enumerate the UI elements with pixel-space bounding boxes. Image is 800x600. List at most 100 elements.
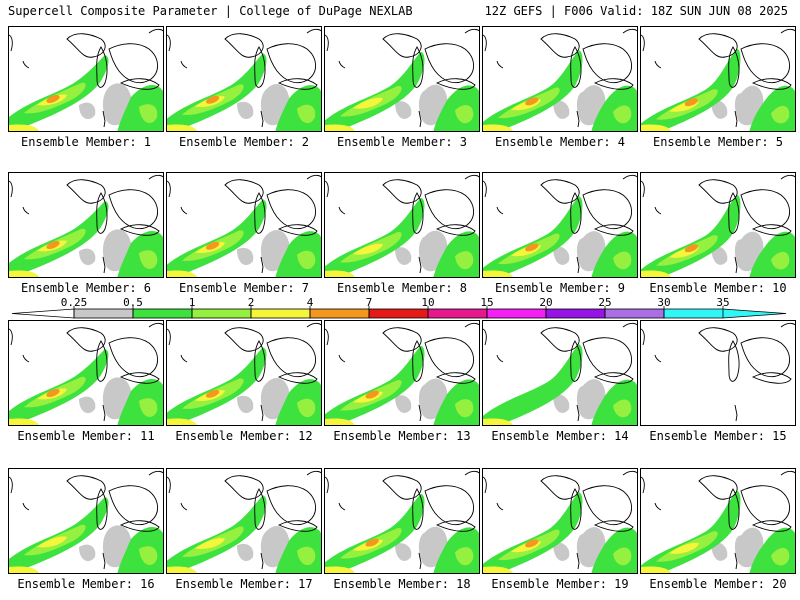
lake-fragment-outline bbox=[260, 404, 264, 422]
lake-erie-outline bbox=[593, 78, 634, 90]
ensemble-member-map bbox=[166, 26, 322, 132]
lake-erie-outline bbox=[277, 372, 318, 384]
lake-ontario-outline bbox=[622, 470, 637, 476]
lake-sakakawea-outline bbox=[180, 354, 188, 363]
lake-michigan-outline bbox=[570, 340, 582, 382]
colorbar-segment bbox=[132, 308, 193, 319]
lake-huron-outline bbox=[582, 337, 632, 378]
lake-winnipeg-outline bbox=[483, 34, 487, 52]
scp-lightgreen-area bbox=[771, 251, 790, 270]
scp-lightgreen-area bbox=[297, 398, 316, 418]
lake-sakakawea-outline bbox=[22, 206, 30, 215]
lake-michigan-outline bbox=[96, 46, 108, 88]
scp-yellow-area bbox=[669, 542, 699, 554]
colorbar-segment bbox=[191, 308, 252, 319]
lake-michigan-outline bbox=[254, 192, 266, 234]
lake-erie-outline bbox=[435, 224, 476, 236]
lake-ontario-outline bbox=[780, 470, 795, 476]
ensemble-member-label: Ensemble Member: 14 bbox=[491, 429, 629, 443]
scp-lightgreen-area bbox=[771, 547, 790, 566]
scp-gray-area bbox=[79, 248, 96, 266]
ensemble-member-map bbox=[8, 26, 164, 132]
lake-sakakawea-outline bbox=[180, 502, 188, 511]
scp-green-band bbox=[483, 50, 583, 131]
scp-lightgreen-area bbox=[455, 399, 474, 418]
ensemble-member-map bbox=[324, 320, 480, 426]
scp-yellow-area bbox=[9, 418, 39, 425]
lake-erie-outline bbox=[593, 224, 634, 236]
colorbar-segment bbox=[309, 308, 370, 319]
ensemble-member-label: Ensemble Member: 1 bbox=[20, 135, 152, 149]
lake-ontario-outline bbox=[780, 174, 795, 180]
scp-orange-area bbox=[46, 95, 60, 103]
lake-erie-outline bbox=[119, 224, 160, 236]
lake-michigan-outline bbox=[254, 46, 266, 88]
lake-fragment-outline bbox=[102, 256, 106, 274]
scp-orange-area bbox=[684, 244, 699, 253]
scp-yellow-area bbox=[641, 566, 671, 573]
scp-orange-area bbox=[365, 390, 379, 399]
lake-superior-outline bbox=[382, 179, 422, 204]
lake-sakakawea-outline bbox=[496, 60, 504, 69]
lake-sakakawea-outline bbox=[338, 502, 346, 511]
lake-sakakawea-outline bbox=[496, 206, 504, 215]
lake-fragment-outline bbox=[734, 552, 738, 570]
lake-huron-outline bbox=[424, 337, 474, 378]
lake-fragment-outline bbox=[102, 110, 106, 128]
scp-yellow-area bbox=[9, 270, 39, 277]
scp-lightgreen-area bbox=[613, 399, 632, 418]
lake-winnipeg-outline bbox=[641, 34, 645, 52]
colorbar-segment bbox=[73, 308, 134, 319]
lake-superior-outline bbox=[698, 179, 738, 204]
lake-ontario-outline bbox=[780, 28, 795, 34]
ensemble-member-map bbox=[640, 26, 796, 132]
lake-erie-outline bbox=[119, 520, 160, 532]
scp-green-band bbox=[483, 344, 583, 425]
lake-huron-outline bbox=[582, 485, 632, 526]
run-valid-time: 12Z GEFS | F006 Valid: 18Z SUN JUN 08 20… bbox=[484, 4, 788, 18]
lake-winnipeg-outline bbox=[641, 476, 645, 494]
scp-orange-area bbox=[684, 98, 699, 107]
scp-green-band bbox=[641, 194, 741, 277]
lake-huron-outline bbox=[582, 189, 632, 230]
ensemble-member-label: Ensemble Member: 8 bbox=[336, 281, 468, 295]
lake-fragment-outline bbox=[102, 552, 106, 570]
scp-orange-area bbox=[525, 539, 539, 548]
colorbar-tick-label: 20 bbox=[539, 296, 552, 309]
ensemble-member-label: Ensemble Member: 2 bbox=[178, 135, 310, 149]
lake-erie-outline bbox=[277, 520, 318, 532]
scp-yellow-area bbox=[483, 418, 513, 425]
lake-huron-outline bbox=[266, 43, 316, 84]
scp-lightgreen-area bbox=[613, 105, 632, 124]
lake-sakakawea-outline bbox=[22, 502, 30, 511]
lake-superior-outline bbox=[66, 179, 106, 204]
lake-sakakawea-outline bbox=[338, 206, 346, 215]
lake-fragment-outline bbox=[260, 110, 264, 128]
scp-gray-area bbox=[553, 100, 570, 119]
scp-green-band bbox=[167, 53, 267, 131]
scp-green-band bbox=[641, 490, 741, 573]
scp-lightgreen-area bbox=[455, 105, 474, 124]
lake-sakakawea-outline bbox=[654, 354, 662, 363]
scp-orange-area bbox=[525, 243, 539, 252]
lake-erie-outline bbox=[751, 520, 792, 532]
scp-lightgreen-area bbox=[139, 398, 158, 417]
lake-ontario-outline bbox=[306, 174, 321, 180]
scp-yellow-area bbox=[9, 566, 39, 573]
lake-winnipeg-outline bbox=[325, 476, 329, 494]
lake-fragment-outline bbox=[734, 110, 738, 128]
lake-winnipeg-outline bbox=[167, 180, 171, 198]
lake-fragment-outline bbox=[260, 552, 264, 570]
colorbar-tick-label: 10 bbox=[421, 296, 434, 309]
lake-superior-outline bbox=[382, 33, 422, 58]
scp-orange-area bbox=[205, 95, 220, 104]
lake-michigan-outline bbox=[96, 340, 108, 382]
scp-green-band bbox=[167, 495, 267, 573]
ensemble-member-map bbox=[166, 468, 322, 574]
lake-erie-outline bbox=[277, 224, 318, 236]
lake-superior-outline bbox=[540, 33, 580, 58]
scp-yellow-area bbox=[325, 270, 355, 277]
scp-yellow-area bbox=[325, 566, 355, 573]
lake-michigan-outline bbox=[570, 46, 582, 88]
scp-gray-area bbox=[237, 247, 254, 266]
